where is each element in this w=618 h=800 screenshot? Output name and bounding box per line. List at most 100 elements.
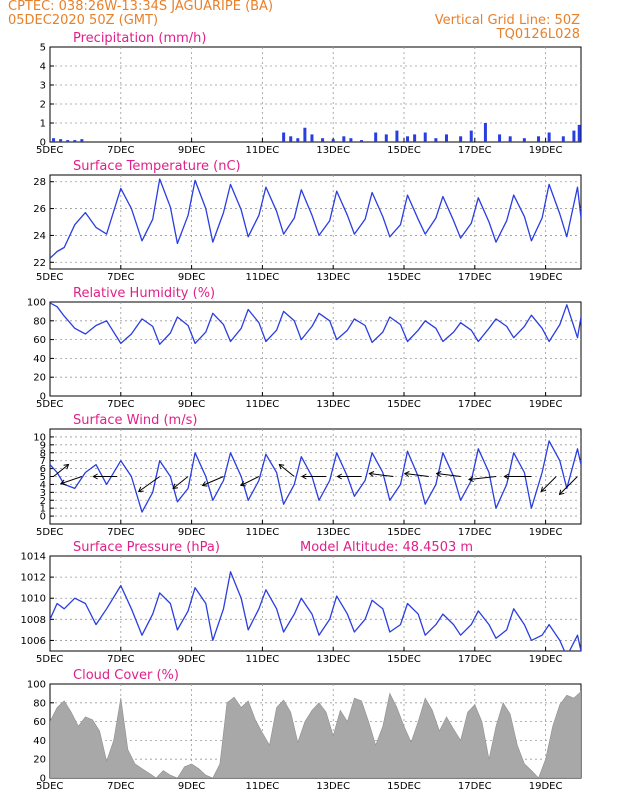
x-tick-label: 19DEC — [529, 654, 563, 665]
wind-arrow — [336, 473, 362, 480]
precip-bar — [413, 134, 417, 142]
plot-data — [50, 178, 581, 259]
x-tick-label: 17DEC — [458, 527, 492, 538]
y-tick-label: 3 — [40, 81, 46, 92]
precip-bar — [331, 139, 335, 142]
y-tick-label: 1006 — [21, 636, 46, 647]
precip-bar — [342, 136, 346, 142]
precip-bar — [406, 136, 410, 142]
y-tick-label: 1010 — [21, 594, 46, 605]
x-tick-label: 9DEC — [178, 527, 205, 538]
wind-arrow — [53, 463, 70, 477]
y-tick-label: 80 — [33, 698, 46, 709]
y-tick-label: 0 — [40, 774, 46, 785]
y-tick-label: 20 — [33, 755, 46, 766]
precip-bar — [444, 134, 448, 142]
panel-title: Surface Pressure (hPa) — [73, 540, 220, 555]
panel-title: Surface Wind (m/s) — [73, 413, 197, 428]
y-tick-label: 1014 — [21, 552, 46, 563]
precip-bar — [561, 136, 565, 142]
y-tick-label: 1 — [40, 504, 46, 515]
wind-arrow — [92, 473, 118, 480]
x-tick-label: 19DEC — [529, 272, 563, 283]
header-right-2: TQ0126L028 — [496, 27, 580, 42]
wind-arrow — [540, 476, 557, 493]
precip-bar — [384, 134, 388, 142]
x-tick-label: 13DEC — [316, 399, 350, 410]
y-tick-label: 4 — [40, 62, 46, 73]
x-tick-label: 17DEC — [458, 272, 492, 283]
wind-arrow — [368, 471, 394, 477]
y-tick-label: 20 — [33, 373, 46, 384]
wind-arrow — [240, 476, 260, 487]
x-tick-label: 11DEC — [246, 399, 280, 410]
y-tick-label: 5 — [40, 43, 46, 54]
x-tick-label: 15DEC — [387, 781, 421, 792]
y-tick-label: 1 — [40, 119, 46, 130]
wind-arrow — [468, 476, 497, 483]
y-tick-label: 9 — [40, 440, 46, 451]
x-tick-label: 15DEC — [387, 654, 421, 665]
precip-bar — [577, 124, 581, 142]
precip-bar — [59, 139, 63, 142]
wind-arrow — [201, 476, 224, 487]
y-tick-label: 24 — [33, 231, 46, 242]
plot-frame — [49, 174, 582, 270]
precip-bar — [498, 134, 502, 142]
y-tick-label: 60 — [33, 335, 46, 346]
x-tick-label: 17DEC — [458, 145, 492, 156]
precip-bar — [459, 136, 463, 142]
plot-data — [52, 123, 581, 142]
wind-arrow — [59, 476, 83, 486]
y-tick-label: 26 — [33, 204, 46, 215]
precip-bar — [374, 132, 378, 142]
plot-frame — [49, 555, 582, 652]
x-tick-label: 9DEC — [178, 145, 205, 156]
panel-5: 5DEC 7DEC 9DEC 11DEC 13DEC 15DEC 17DEC 19DEC 0 20… — [27, 668, 582, 792]
wind-arrow — [301, 473, 327, 480]
series-line — [50, 302, 581, 345]
precip-bar — [282, 132, 286, 142]
precip-bar — [469, 130, 473, 142]
y-tick-label: 22 — [33, 258, 46, 269]
wind-arrow — [172, 476, 189, 490]
x-tick-label: 15DEC — [387, 272, 421, 283]
x-tick-label: 15DEC — [387, 527, 421, 538]
y-tick-label: 1012 — [21, 573, 46, 584]
x-tick-label: 15DEC — [387, 399, 421, 410]
x-tick-label: 7DEC — [107, 654, 134, 665]
plot-data — [50, 691, 581, 778]
precip-bar — [483, 123, 487, 142]
panel-2: 5DEC 7DEC 9DEC 11DEC 13DEC 15DEC 17DEC 19DEC 0 20… — [27, 286, 582, 410]
precip-bar — [423, 132, 427, 142]
y-tick-label: 2 — [40, 100, 46, 111]
x-tick-label: 17DEC — [458, 399, 492, 410]
x-tick-label: 11DEC — [246, 145, 280, 156]
x-tick-label: 11DEC — [246, 654, 280, 665]
precip-bar — [395, 130, 399, 142]
x-tick-label: 19DEC — [529, 527, 563, 538]
wind-arrow — [403, 471, 429, 477]
panel-4: 5DEC 7DEC 9DEC 11DEC 13DEC 15DEC 17DEC 19DEC 100… — [21, 540, 582, 665]
precip-bar — [349, 138, 353, 142]
x-tick-label: 7DEC — [107, 145, 134, 156]
x-tick-label: 9DEC — [178, 272, 205, 283]
series-line — [50, 571, 581, 651]
plot-frame — [49, 46, 582, 143]
series-line — [50, 440, 581, 513]
x-tick-label: 19DEC — [529, 781, 563, 792]
wind-arrow — [558, 476, 578, 496]
header-line-1: CPTEC: 038:26W-13:34S JAGUARIPE (BA) — [8, 0, 274, 14]
plot-data — [50, 302, 581, 345]
precip-bar — [289, 136, 293, 142]
y-tick-label: 1008 — [21, 615, 46, 626]
x-tick-label: 5DEC — [36, 399, 63, 410]
x-tick-label: 9DEC — [178, 781, 205, 792]
x-tick-label: 5DEC — [36, 781, 63, 792]
x-tick-label: 15DEC — [387, 145, 421, 156]
header-right-1: Vertical Grid Line: 50Z — [434, 13, 580, 28]
precip-bar — [321, 138, 325, 142]
y-tick-label: 40 — [33, 736, 46, 747]
precip-bar — [296, 138, 300, 142]
